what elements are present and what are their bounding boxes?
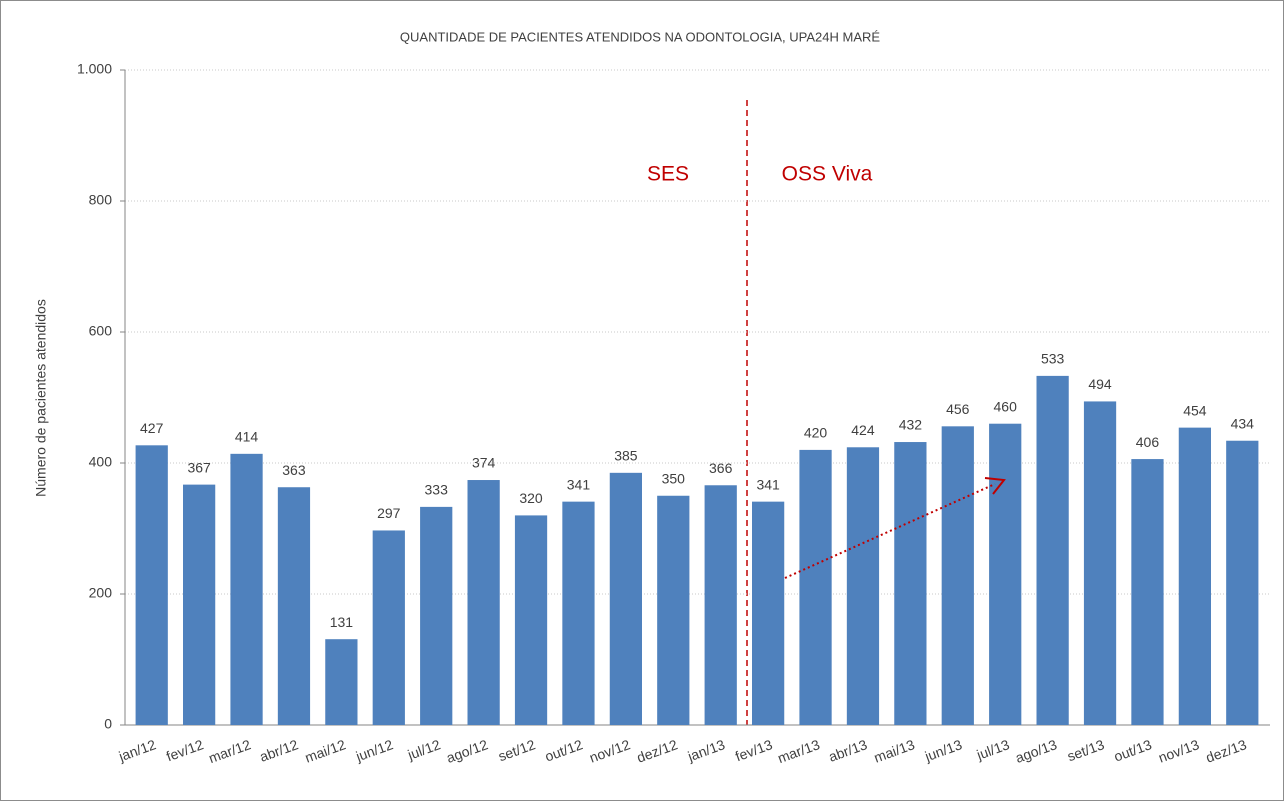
bar: [1178, 427, 1211, 725]
data-label: 456: [946, 401, 970, 417]
bar: [183, 484, 216, 725]
data-label: 333: [425, 482, 449, 498]
trend-arrow: [784, 483, 996, 579]
data-label: 460: [994, 398, 1018, 414]
y-tick-label: 600: [89, 323, 113, 339]
y-tick-label: 0: [104, 716, 112, 732]
bar: [657, 495, 690, 725]
bar: [941, 426, 974, 725]
data-label: 454: [1183, 402, 1207, 418]
data-label: 367: [187, 459, 211, 475]
data-label: 432: [899, 417, 923, 433]
data-label: 420: [804, 425, 828, 441]
data-label: 131: [330, 614, 354, 630]
bar: [1083, 401, 1117, 725]
y-tick-label: 200: [89, 585, 113, 601]
data-label: 434: [1231, 415, 1255, 431]
data-label: 341: [756, 476, 780, 492]
bar: [325, 639, 358, 725]
bar: [1226, 440, 1259, 725]
bar: [894, 442, 927, 725]
data-label: 385: [614, 448, 638, 464]
data-label: 427: [140, 420, 164, 436]
bar: [230, 453, 263, 725]
data-label: 320: [519, 490, 543, 506]
trend-arrowhead: [984, 477, 1006, 495]
data-label: 414: [235, 429, 259, 445]
data-label: 341: [567, 476, 591, 492]
data-label: 363: [282, 462, 306, 478]
y-axis-label: Número de pacientes atendidos: [33, 299, 49, 497]
bar: [467, 480, 500, 725]
bar: [989, 423, 1022, 725]
bar: [799, 449, 832, 725]
data-label: 374: [472, 455, 496, 471]
bar: [277, 487, 311, 725]
bar: [846, 447, 880, 725]
chart-title: QUANTIDADE DE PACIENTES ATENDIDOS NA ODO…: [400, 29, 880, 44]
bar: [752, 501, 785, 725]
data-label: 424: [851, 422, 875, 438]
bar: [609, 472, 642, 725]
y-tick-label: 1.000: [77, 61, 112, 77]
data-label: 533: [1041, 351, 1065, 367]
annotation: SES: [647, 163, 689, 186]
data-label: 366: [709, 460, 733, 476]
plot: 02004006008001.000jan/12427fev/12367mar/…: [77, 61, 1270, 766]
bar: [372, 530, 405, 725]
bar: [514, 515, 548, 725]
bar: [1036, 375, 1069, 725]
y-tick-label: 800: [89, 192, 113, 208]
data-label: 406: [1136, 434, 1160, 450]
annotation: OSS Viva: [782, 163, 873, 186]
bar: [562, 501, 595, 725]
data-label: 494: [1088, 376, 1112, 392]
data-label: 350: [662, 470, 686, 486]
bar: [704, 485, 737, 725]
bar: [420, 506, 453, 725]
y-tick-label: 400: [89, 454, 113, 470]
bar: [135, 445, 168, 725]
bar: [1131, 459, 1164, 725]
data-label: 297: [377, 505, 401, 521]
